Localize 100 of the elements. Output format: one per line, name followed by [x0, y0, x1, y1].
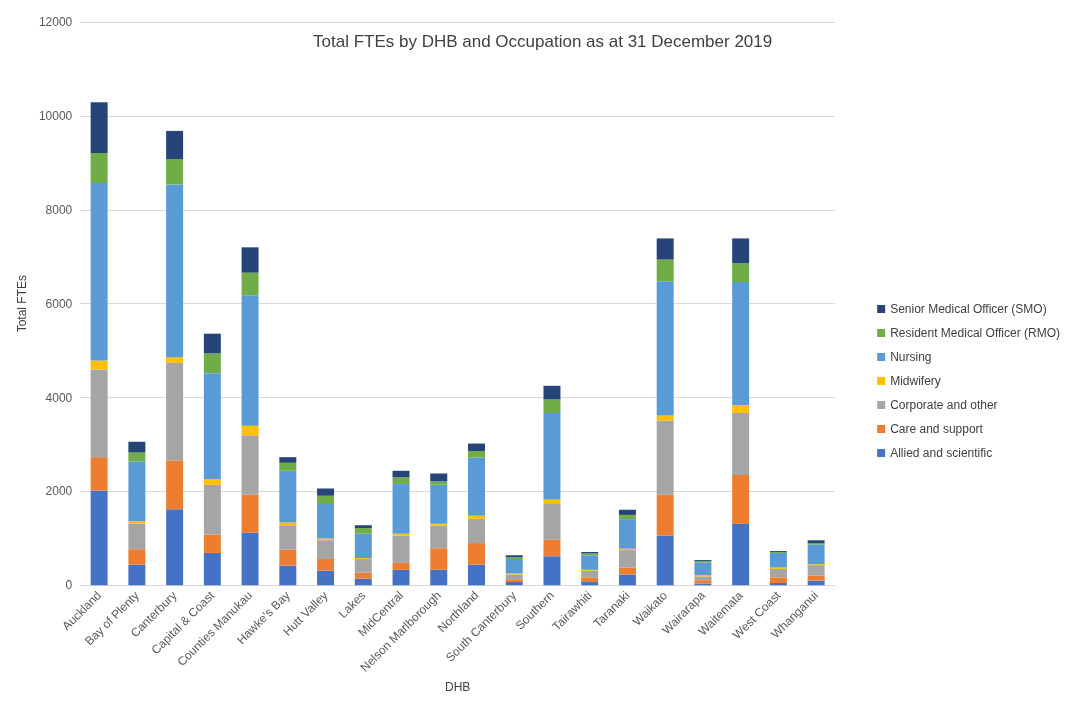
bar — [128, 461, 146, 522]
bar — [279, 522, 297, 526]
bar — [732, 475, 750, 524]
bar — [694, 562, 712, 575]
bar — [317, 504, 335, 539]
bar — [656, 420, 674, 495]
bar — [656, 415, 674, 421]
bar — [732, 238, 750, 264]
bar — [468, 515, 485, 519]
bar — [90, 369, 108, 458]
bar — [468, 518, 485, 544]
bar — [90, 102, 108, 153]
bar — [279, 470, 297, 523]
y-tick-label: 6000 — [45, 296, 73, 311]
bar — [807, 575, 825, 581]
bar — [166, 362, 184, 461]
bar — [128, 523, 146, 550]
text: Total FTEs by DHB and Occupation as at 31 December 2019 — [313, 32, 773, 51]
bar — [769, 568, 787, 578]
bar — [317, 570, 335, 586]
bar — [618, 574, 636, 586]
bar — [241, 532, 259, 586]
bar — [203, 484, 221, 535]
legend-label: Care and support — [890, 422, 984, 436]
bar — [166, 460, 184, 510]
bar — [656, 259, 674, 282]
bar — [732, 282, 750, 406]
bar — [581, 570, 599, 578]
bar — [317, 488, 335, 496]
y-tick-label: 2000 — [45, 484, 73, 499]
bar — [468, 543, 485, 565]
bar — [581, 582, 599, 586]
bar — [468, 443, 485, 452]
bar — [430, 548, 448, 570]
bar — [354, 572, 372, 579]
bar — [279, 549, 297, 566]
bar — [468, 451, 485, 458]
bar — [166, 130, 184, 160]
bar — [354, 528, 372, 534]
bar — [543, 556, 561, 586]
bar — [279, 457, 297, 463]
bar — [241, 247, 259, 273]
bar — [166, 357, 184, 363]
bar — [656, 494, 674, 536]
bar — [317, 540, 335, 560]
bar — [354, 525, 372, 529]
y-tick-label: 4000 — [45, 390, 73, 405]
bar — [468, 457, 485, 516]
bar — [618, 509, 636, 515]
bar — [543, 385, 561, 400]
legend-label: Corporate and other — [890, 398, 998, 412]
bar — [732, 413, 750, 476]
bar — [203, 552, 221, 586]
y-tick-label: 0 — [65, 578, 73, 593]
bar — [128, 441, 146, 453]
bar — [543, 503, 561, 540]
legend-label: Allied and scientific — [890, 446, 993, 460]
bar — [90, 152, 108, 184]
bar — [807, 544, 825, 565]
bar — [317, 495, 335, 505]
bar — [392, 535, 410, 563]
bar — [732, 263, 750, 283]
legend-label: Resident Medical Officer (RMO) — [890, 326, 1061, 340]
bar — [656, 535, 674, 586]
bar — [354, 578, 372, 586]
bar — [392, 562, 410, 570]
bar — [203, 479, 221, 485]
bar — [430, 569, 448, 586]
bar — [392, 477, 410, 484]
bar — [166, 159, 184, 185]
bar — [241, 295, 259, 426]
x-axis-title: DHB — [444, 680, 471, 694]
bar — [618, 550, 636, 568]
bar — [581, 577, 599, 583]
bar — [694, 576, 712, 581]
bar — [430, 525, 448, 549]
bar — [128, 521, 146, 524]
bar — [90, 360, 108, 370]
y-tick-label: 8000 — [45, 202, 73, 217]
bar — [241, 494, 259, 533]
bar — [732, 523, 750, 586]
bar — [166, 509, 184, 586]
bar — [618, 519, 636, 549]
y-axis-title: Total FTEs — [15, 274, 29, 333]
bar — [656, 238, 674, 260]
bar — [807, 565, 825, 576]
bar — [430, 484, 448, 524]
bar — [656, 281, 674, 416]
bar — [543, 399, 561, 414]
bar — [392, 483, 410, 534]
bar — [430, 481, 448, 485]
bar — [732, 405, 750, 414]
bar — [618, 514, 636, 520]
bar — [430, 473, 448, 482]
bar — [90, 183, 108, 361]
bar — [543, 539, 561, 557]
bar — [166, 184, 184, 358]
bar — [543, 499, 561, 504]
bar — [581, 555, 599, 570]
legend-label: Senior Medical Officer (SMO) — [890, 302, 1047, 316]
